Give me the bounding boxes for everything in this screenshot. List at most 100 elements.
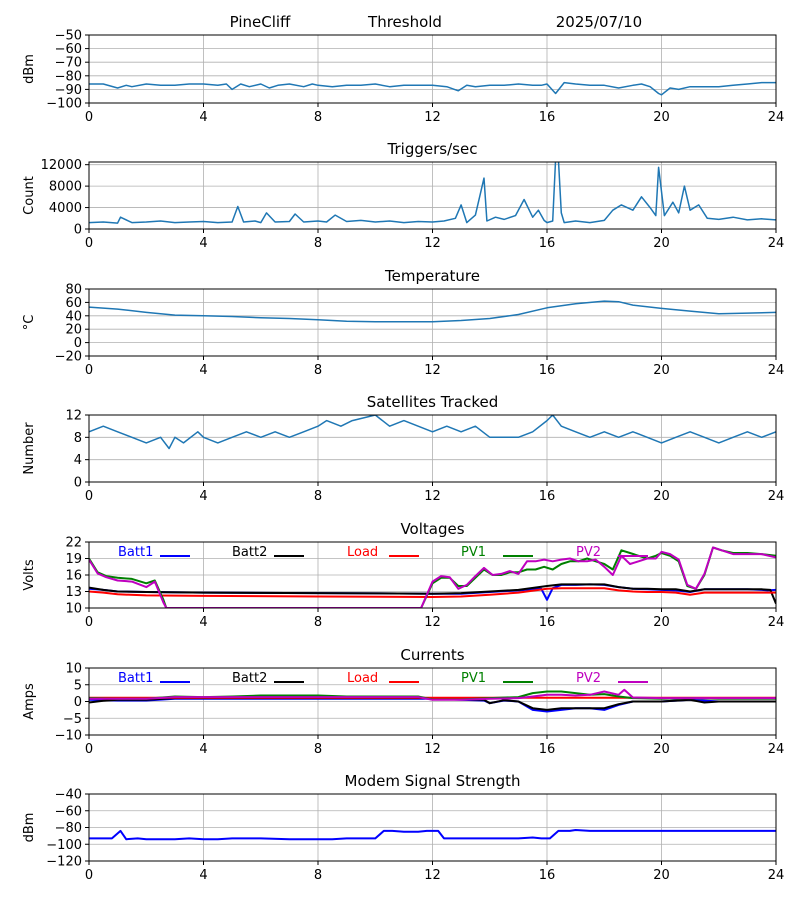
- y-tick-label: 4000: [49, 201, 82, 216]
- x-tick-label: 20: [653, 236, 670, 251]
- x-tick-label: 4: [199, 363, 207, 378]
- x-tick-label: 8: [314, 363, 322, 378]
- legend-label-load: Load: [347, 545, 378, 560]
- y-tick-label: 19: [65, 552, 82, 567]
- series-line-modem: [89, 829, 776, 841]
- y-tick-label: −5: [63, 712, 82, 727]
- series-line-pv1: [89, 546, 776, 608]
- y-axis-label: Volts: [22, 559, 37, 591]
- y-tick-label: 5: [74, 678, 82, 693]
- legend-label-pv2: PV2: [576, 545, 601, 560]
- y-tick-label: 80: [65, 283, 82, 298]
- x-tick-label: 24: [768, 489, 785, 504]
- y-tick-label: −40: [55, 788, 82, 803]
- y-tick-label: −80: [55, 69, 82, 84]
- x-tick-label: 4: [199, 110, 207, 125]
- y-tick-label: −10: [55, 729, 82, 744]
- x-tick-label: 4: [199, 236, 207, 251]
- y-tick-label: −50: [55, 29, 82, 44]
- y-tick-label: 10: [65, 662, 82, 677]
- legend-label-pv2: PV2: [576, 671, 601, 686]
- x-tick-label: 12: [424, 489, 441, 504]
- y-tick-label: −120: [46, 855, 82, 870]
- x-tick-label: 8: [314, 236, 322, 251]
- y-tick-label: 22: [65, 536, 82, 551]
- y-tick-label: 0: [74, 223, 82, 238]
- x-tick-label: 20: [653, 489, 670, 504]
- x-tick-label: 12: [424, 236, 441, 251]
- series-line-load: [89, 587, 776, 598]
- x-tick-label: 24: [768, 363, 785, 378]
- x-tick-label: 24: [768, 615, 785, 630]
- x-tick-label: 4: [199, 742, 207, 757]
- legend-label-pv1: PV1: [461, 671, 486, 686]
- series-line-satellites: [89, 415, 776, 450]
- x-tick-label: 20: [653, 110, 670, 125]
- x-tick-label: 12: [424, 868, 441, 883]
- series-line-temperature: [89, 300, 776, 323]
- chart-modem: 0 4 8 12 16 20 24 −120 −100 −80 −60−40 Modem Signal…: [22, 772, 784, 883]
- x-tick-label: 20: [653, 868, 670, 883]
- y-tick-label: −20: [55, 350, 82, 365]
- series-line-pv2: [89, 688, 776, 701]
- legend-label-batt1: Batt1: [118, 545, 153, 560]
- x-tick-label: 8: [314, 110, 322, 125]
- y-tick-label: 20: [65, 323, 82, 338]
- header: PineCliff Threshold 2025/07/10: [230, 13, 643, 31]
- x-tick-label: 24: [768, 868, 785, 883]
- y-tick-label: 8: [74, 431, 82, 446]
- y-axis-label: °C: [22, 315, 37, 331]
- x-tick-label: 24: [768, 236, 785, 251]
- x-tick-label: 4: [199, 489, 207, 504]
- legend-label-batt1: Batt1: [118, 671, 153, 686]
- x-tick-label: 0: [85, 868, 93, 883]
- x-tick-label: 12: [424, 363, 441, 378]
- x-tick-label: 8: [314, 742, 322, 757]
- y-axis-label: Amps: [22, 683, 37, 720]
- x-tick-label: 16: [539, 110, 556, 125]
- x-tick-label: 0: [85, 363, 93, 378]
- chart-triggers: 0 4 8 12 16 20 24 0 4000 8000 12000 Triggers/sec Cou…: [22, 140, 784, 251]
- x-tick-label: 12: [424, 615, 441, 630]
- chart-title: Triggers/sec: [387, 140, 478, 158]
- x-tick-label: 24: [768, 742, 785, 757]
- y-tick-label: 0: [74, 695, 82, 710]
- x-tick-label: 4: [199, 868, 207, 883]
- y-tick-label: 12: [65, 409, 82, 424]
- x-tick-label: 0: [85, 110, 93, 125]
- x-tick-label: 0: [85, 489, 93, 504]
- y-tick-label: 0: [74, 476, 82, 491]
- x-tick-label: 0: [85, 615, 93, 630]
- x-tick-label: 8: [314, 868, 322, 883]
- y-tick-label: 8000: [49, 180, 82, 195]
- y-tick-label: −60: [55, 804, 82, 819]
- legend-label-load: Load: [347, 671, 378, 686]
- x-tick-label: 16: [539, 236, 556, 251]
- y-tick-label: 16: [65, 569, 82, 584]
- series-line-noise: [89, 81, 776, 96]
- legend-label-batt2: Batt2: [232, 671, 267, 686]
- x-tick-label: 24: [768, 110, 785, 125]
- x-tick-label: 16: [539, 363, 556, 378]
- x-tick-label: 16: [539, 489, 556, 504]
- y-tick-label: 60: [65, 296, 82, 311]
- station-name: PineCliff: [230, 13, 291, 31]
- y-tick-label: −80: [55, 821, 82, 836]
- x-tick-label: 0: [85, 236, 93, 251]
- y-tick-label: 40: [65, 309, 82, 324]
- y-tick-label: 4: [74, 453, 82, 468]
- y-tick-label: 0: [74, 336, 82, 351]
- legend-label-batt2: Batt2: [232, 545, 267, 560]
- y-axis-label: Count: [22, 176, 37, 215]
- chart-satellites: 0 4 8 12 16 20 24 0 4 8 12 Satellites Tracked Number: [22, 393, 784, 504]
- y-tick-label: 13: [65, 585, 82, 600]
- x-tick-label: 8: [314, 615, 322, 630]
- y-axis-label: dBm: [22, 813, 37, 843]
- legend-label-pv1: PV1: [461, 545, 486, 560]
- x-tick-label: 0: [85, 742, 93, 757]
